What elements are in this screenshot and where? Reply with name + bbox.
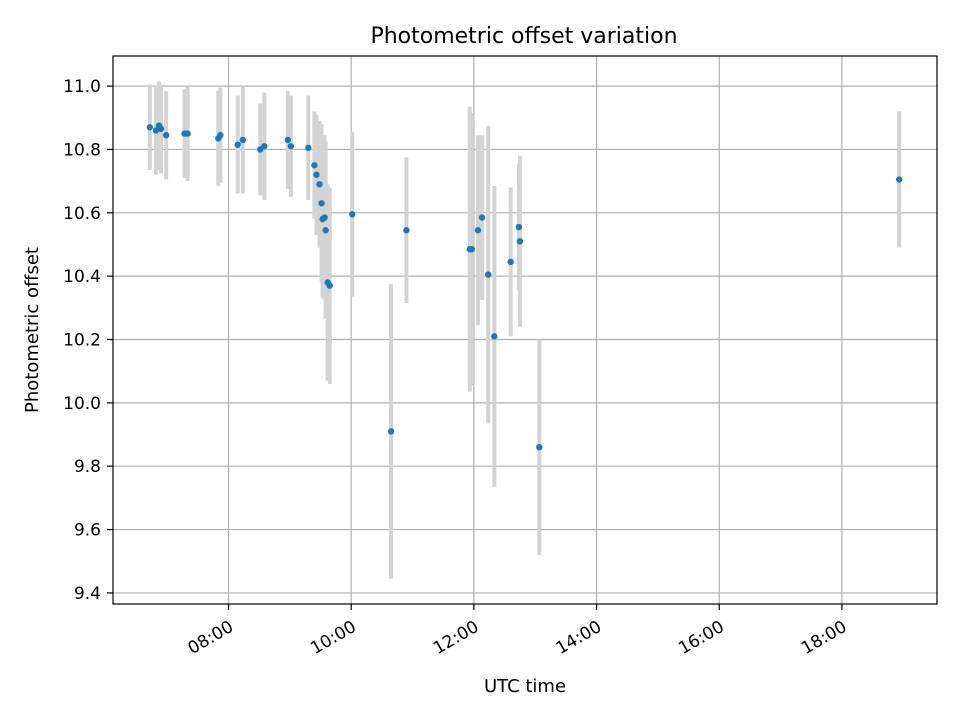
data-point [316, 181, 323, 188]
data-point [507, 258, 514, 266]
y-tick-label: 11.0 [63, 77, 101, 97]
data-point [239, 136, 247, 144]
data-point [349, 211, 356, 218]
data-point [157, 125, 165, 133]
data-point [468, 246, 476, 253]
y-tick-label: 10.2 [63, 331, 101, 351]
data-point [311, 162, 318, 169]
data-point [162, 131, 170, 139]
data-point [184, 130, 191, 137]
data-point [322, 227, 329, 234]
y-tick-label: 9.4 [74, 584, 101, 604]
data-point [536, 444, 543, 451]
data-point [387, 428, 395, 435]
data-point [305, 144, 312, 152]
data-point [484, 271, 492, 278]
y-tick-label: 9.6 [74, 521, 101, 541]
y-tick-label: 10.8 [63, 140, 101, 160]
y-axis: 9.4 9.6 9.8 10.0 10.2 10.4 10.6 10.8 11.0 [63, 77, 113, 604]
y-tick-label: 9.8 [74, 457, 101, 477]
data-point [152, 127, 160, 134]
data-point [478, 214, 486, 221]
chart-title: Photometric offset variation [370, 24, 677, 49]
data-point [287, 143, 295, 150]
x-axis-label: UTC time [484, 676, 566, 697]
y-tick-label: 10.6 [63, 204, 101, 224]
data-point [516, 238, 524, 245]
plot-frame [112, 55, 938, 605]
data-point [284, 136, 292, 144]
data-point [474, 227, 482, 234]
y-axis-label: Photometric offset [22, 247, 43, 413]
data-points [146, 122, 903, 451]
data-point [261, 143, 268, 150]
data-point [146, 124, 154, 131]
y-tick-label: 10.4 [63, 267, 101, 287]
data-point [326, 282, 333, 289]
data-point [515, 223, 523, 231]
data-point [318, 200, 325, 207]
data-point [321, 214, 328, 221]
data-point [491, 333, 498, 340]
data-point [234, 141, 241, 148]
data-point [313, 171, 320, 178]
data-point [895, 176, 903, 183]
data-point [217, 131, 224, 139]
data-point [403, 227, 410, 234]
y-tick-label: 10.0 [63, 394, 101, 414]
